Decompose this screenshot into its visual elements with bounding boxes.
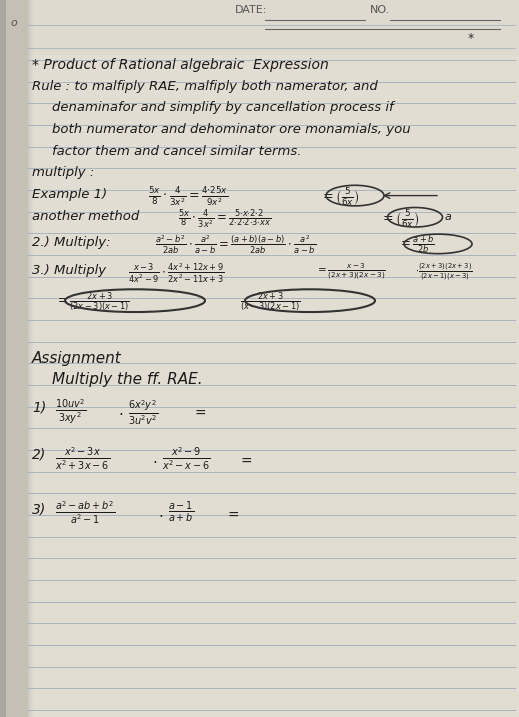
Text: 1): 1) [32, 400, 46, 414]
Text: 3.) Multiply: 3.) Multiply [32, 264, 106, 277]
Text: $\frac{a^2-b^2}{2ab} \cdot \frac{a^2}{a-b} = \frac{(a+b)(a-b)}{2ab} \cdot \frac{: $\frac{a^2-b^2}{2ab} \cdot \frac{a^2}{a-… [155, 234, 316, 256]
Text: $\cdot \frac{(2x+3)(2x+3)}{(2x-1)(x-3)}$: $\cdot \frac{(2x+3)(2x+3)}{(2x-1)(x-3)}$ [415, 262, 473, 283]
Bar [32, 0, 33, 717]
Text: Example 1): Example 1) [32, 188, 107, 201]
Text: DATE:: DATE: [235, 5, 267, 15]
Text: $=$: $=$ [238, 453, 253, 467]
Text: 2.) Multiply:: 2.) Multiply: [32, 236, 111, 249]
Text: denaminafor and simplify by cancellation process if: denaminafor and simplify by cancellation… [52, 101, 393, 114]
Text: $\frac{x^2-9}{x^2-x-6}$: $\frac{x^2-9}{x^2-x-6}$ [162, 446, 211, 473]
Bar [0, 0, 28, 717]
Text: 3): 3) [32, 502, 46, 516]
Text: $= \frac{a+b}{2b}$: $= \frac{a+b}{2b}$ [398, 234, 435, 255]
Bar [28, 0, 29, 717]
Text: o: o [10, 18, 17, 28]
Text: $\frac{2x+3}{(x-3)(2x-1)}$: $\frac{2x+3}{(x-3)(2x-1)}$ [240, 290, 301, 314]
Text: Rule : to malfiply RAE, malfiply both namerator, and: Rule : to malfiply RAE, malfiply both na… [32, 80, 378, 92]
Text: $\frac{5x}{8} \cdot \frac{4}{3x^2} = \frac{4{\cdot}25x}{9x^2}$: $\frac{5x}{8} \cdot \frac{4}{3x^2} = \fr… [148, 186, 228, 209]
Text: $\cdot$: $\cdot$ [152, 453, 157, 468]
Text: $=$: $=$ [192, 405, 207, 419]
Text: $\frac{5x}{8} \cdot \frac{4}{3x^2} = \frac{5{\cdot}x{\cdot}2{\cdot}2}{2{\cdot}2{: $\frac{5x}{8} \cdot \frac{4}{3x^2} = \fr… [178, 208, 271, 231]
Bar [29, 0, 30, 717]
Text: $\frac{x^2-3x}{x^2+3x-6}$: $\frac{x^2-3x}{x^2+3x-6}$ [55, 446, 110, 473]
Text: $\cdot$: $\cdot$ [158, 507, 163, 522]
Text: multiply :: multiply : [32, 166, 94, 179]
Text: $\frac{6x^2y^2}{3u^2v^2}$: $\frac{6x^2y^2}{3u^2v^2}$ [128, 399, 158, 427]
Text: $\frac{x-3}{4x^2-9} \cdot \frac{4x^2+12x+9}{2x^2-11x+3}$: $\frac{x-3}{4x^2-9} \cdot \frac{4x^2+12x… [128, 262, 225, 285]
Text: $\frac{10uv^2}{3xy^2}$: $\frac{10uv^2}{3xy^2}$ [55, 399, 86, 427]
Bar [0, 0, 6, 717]
Text: $= \left(\frac{5}{6x}\right)$: $= \left(\frac{5}{6x}\right)$ [320, 186, 359, 208]
Text: * Product of Rational algebraic  Expression: * Product of Rational algebraic Expressi… [32, 58, 329, 72]
Bar [30, 0, 31, 717]
Text: $\cdot$: $\cdot$ [118, 405, 123, 420]
Text: 2): 2) [32, 448, 46, 462]
Text: Multiply the ff. RAE.: Multiply the ff. RAE. [52, 372, 202, 387]
Polygon shape [28, 0, 519, 55]
Text: NO.: NO. [370, 5, 390, 15]
Text: $= \frac{2x+3}{(2x-3)(x-1)}$: $= \frac{2x+3}{(2x-3)(x-1)}$ [55, 290, 130, 314]
Text: a: a [445, 212, 452, 222]
Bar [31, 0, 32, 717]
Text: factor them and cancel similar terms.: factor them and cancel similar terms. [52, 145, 302, 158]
Text: both numerator and dehominator ore monamials, you: both numerator and dehominator ore monam… [52, 123, 411, 136]
Text: another method: another method [32, 209, 139, 223]
Text: $= \left(\frac{5}{6x}\right)$: $= \left(\frac{5}{6x}\right)$ [380, 208, 419, 229]
Text: $\frac{a^2-ab+b^2}{a^2-1}$: $\frac{a^2-ab+b^2}{a^2-1}$ [55, 500, 116, 526]
Text: $= \frac{x-3}{(2x+3)(2x-3)}$: $= \frac{x-3}{(2x+3)(2x-3)}$ [315, 262, 386, 282]
Text: $=$: $=$ [225, 507, 240, 521]
Text: $\frac{a-1}{a+b}$: $\frac{a-1}{a+b}$ [168, 500, 194, 526]
Text: Assignment: Assignment [32, 351, 122, 366]
Text: *: * [468, 32, 474, 45]
